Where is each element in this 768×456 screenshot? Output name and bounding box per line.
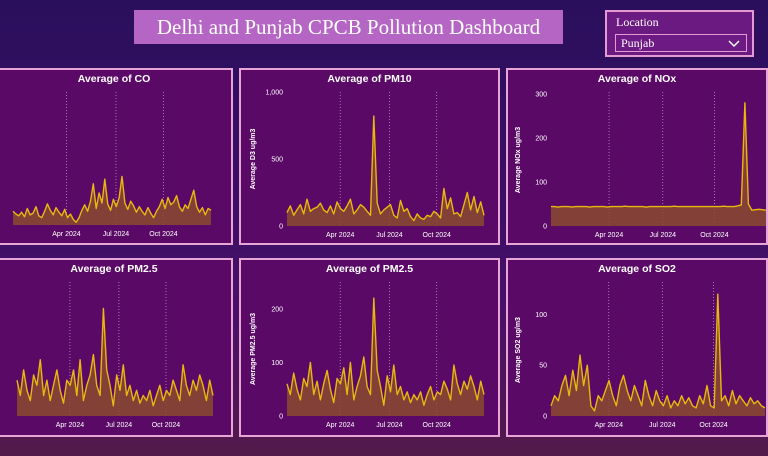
- pm25-chart-panel-left: Average of PM2.5 Apr 2024 Jul 2024 Oct 202…: [0, 258, 233, 437]
- pm10-chart-title: Average of PM10: [327, 73, 412, 85]
- area-fill: [13, 176, 211, 225]
- so2-chart-panel: Average of SO2 Apr 2024 Jul 2024 Oct 2024 0…: [506, 258, 768, 437]
- nox-chart-panel: Average of NOx Apr 2024 Jul 2024 Oct 2024 0…: [506, 68, 768, 245]
- area-fill: [17, 308, 213, 416]
- y-axis-title: Average PM2.5 ug/m3: [250, 313, 257, 385]
- y-tick-label: 0: [279, 414, 283, 421]
- x-tick-label: Oct 2024: [699, 422, 728, 429]
- y-tick-label: 500: [271, 157, 283, 164]
- series-line: [286, 297, 485, 407]
- area-fill: [551, 294, 765, 416]
- area-fill: [287, 116, 484, 226]
- so2-chart: Apr 2024 Jul 2024 Oct 2024 0 50 100 Average SO…: [515, 282, 766, 429]
- y-tick-label: 50: [539, 363, 547, 370]
- nox-chart: Apr 2024 Jul 2024 Oct 2024 0 100 200 300 Averag…: [515, 92, 766, 239]
- x-tick-label: Jul 2024: [376, 232, 403, 239]
- series-line: [12, 175, 212, 224]
- x-tick-label: Oct 2024: [423, 422, 452, 429]
- co-chart-panel: Average of CO Apr 2024 Jul 2024 Oct 2024: [0, 68, 233, 245]
- pm10-chart: Apr 2024 Jul 2024 Oct 2024 0 500 1,000 Average…: [250, 90, 485, 239]
- y-axis-title: Average D3 ug/m3: [250, 128, 257, 189]
- y-tick-label: 1,000: [265, 90, 283, 97]
- pm25-chart-left: Apr 2024 Jul 2024 Oct 2024: [16, 282, 214, 429]
- y-tick-label: 100: [271, 360, 283, 367]
- x-tick-label: Apr 2024: [326, 422, 355, 429]
- x-tick-label: Oct 2024: [149, 231, 178, 238]
- location-selected-value: Punjab: [621, 36, 655, 50]
- x-tick-label: Jul 2024: [376, 422, 403, 429]
- y-tick-label: 0: [543, 224, 547, 231]
- pm25-chart-center: Apr 2024 Jul 2024 Oct 2024 0 100 200 Average P…: [250, 282, 485, 429]
- nox-chart-title: Average of NOx: [597, 73, 677, 85]
- x-tick-label: Apr 2024: [595, 232, 624, 239]
- so2-chart-title: Average of SO2: [598, 263, 676, 275]
- dashboard-title: Delhi and Punjab CPCB Pollution Dashboar…: [134, 10, 563, 44]
- x-tick-label: Jul 2024: [649, 422, 676, 429]
- x-tick-label: Jul 2024: [103, 231, 130, 238]
- x-tick-label: Jul 2024: [106, 422, 133, 429]
- co-chart: Apr 2024 Jul 2024 Oct 2024: [12, 92, 212, 238]
- y-tick-label: 100: [535, 180, 547, 187]
- location-filter: Location Punjab: [605, 10, 754, 57]
- x-tick-label: Oct 2024: [423, 232, 452, 239]
- pm10-chart-panel: Average of PM10 Apr 2024 Jul 2024 Oct 2024…: [239, 68, 500, 245]
- chevron-down-icon[interactable]: [727, 36, 741, 50]
- x-tick-label: Apr 2024: [52, 231, 81, 238]
- x-tick-label: Oct 2024: [152, 422, 181, 429]
- series-line: [286, 115, 485, 222]
- y-tick-label: 0: [279, 224, 283, 231]
- series-line: [551, 102, 766, 211]
- pm25-chart-title-left: Average of PM2.5: [70, 263, 158, 275]
- y-axis-title: Average NOx ug/m3: [515, 127, 522, 193]
- series-line: [550, 293, 766, 412]
- location-dropdown[interactable]: Punjab: [615, 34, 747, 52]
- x-tick-label: Apr 2024: [56, 422, 85, 429]
- location-filter-label: Location: [616, 15, 659, 29]
- pm25-chart-title-center: Average of PM2.5: [325, 263, 414, 275]
- co-chart-title: Average of CO: [77, 73, 151, 85]
- y-tick-label: 200: [535, 136, 547, 143]
- area-fill: [551, 102, 766, 226]
- series-line: [16, 307, 214, 407]
- x-tick-label: Jul 2024: [650, 232, 677, 239]
- x-tick-label: Apr 2024: [326, 232, 355, 239]
- y-tick-label: 200: [271, 306, 283, 313]
- y-tick-label: 0: [543, 414, 547, 421]
- y-tick-label: 300: [535, 92, 547, 99]
- y-axis-title: Average SO2 ug/m3: [515, 317, 522, 383]
- y-tick-label: 100: [535, 312, 547, 319]
- x-tick-label: Oct 2024: [700, 232, 729, 239]
- x-tick-label: Apr 2024: [595, 422, 624, 429]
- pm25-chart-panel-center: Average of PM2.5 Apr 2024 Jul 2024 Oct 202…: [239, 258, 500, 437]
- area-fill: [287, 298, 484, 416]
